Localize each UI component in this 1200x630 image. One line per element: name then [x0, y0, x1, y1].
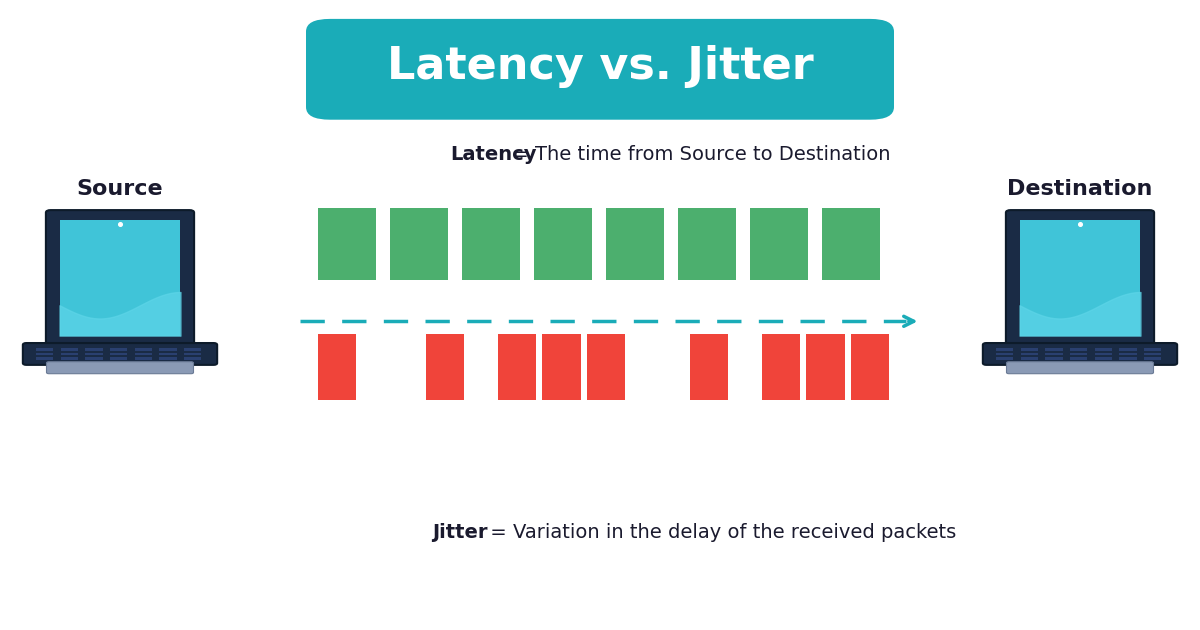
Bar	[36, 348, 53, 351]
Bar	[1021, 353, 1038, 355]
FancyBboxPatch shape	[542, 334, 581, 400]
Bar	[134, 353, 152, 355]
Bar	[160, 357, 176, 360]
FancyBboxPatch shape	[678, 208, 736, 280]
Text: Jitter: Jitter	[432, 523, 487, 542]
Bar	[36, 357, 53, 360]
FancyBboxPatch shape	[46, 210, 194, 348]
Text: Destination: Destination	[1007, 179, 1153, 199]
Text: = The time from Source to Destination: = The time from Source to Destination	[506, 145, 890, 164]
FancyBboxPatch shape	[822, 208, 880, 280]
FancyBboxPatch shape	[318, 208, 376, 280]
Bar	[1045, 357, 1063, 360]
Bar	[184, 357, 202, 360]
FancyBboxPatch shape	[534, 208, 592, 280]
FancyBboxPatch shape	[318, 334, 356, 400]
FancyBboxPatch shape	[983, 343, 1177, 365]
FancyBboxPatch shape	[47, 362, 193, 374]
Bar	[1120, 357, 1136, 360]
Bar	[1120, 353, 1136, 355]
FancyBboxPatch shape	[1006, 210, 1154, 348]
FancyBboxPatch shape	[750, 208, 808, 280]
Bar	[1094, 348, 1112, 351]
Bar	[160, 348, 176, 351]
Bar	[61, 353, 78, 355]
Bar	[1045, 348, 1063, 351]
Bar	[110, 348, 127, 351]
Bar	[1094, 353, 1112, 355]
FancyBboxPatch shape	[498, 334, 536, 400]
Bar	[1021, 357, 1038, 360]
FancyBboxPatch shape	[23, 343, 217, 365]
Bar	[184, 353, 202, 355]
Bar	[996, 357, 1013, 360]
Bar	[1144, 348, 1162, 351]
FancyBboxPatch shape	[1007, 362, 1153, 374]
Bar	[1045, 353, 1063, 355]
Bar	[110, 357, 127, 360]
Bar	[1070, 353, 1087, 355]
FancyBboxPatch shape	[426, 334, 464, 400]
FancyBboxPatch shape	[306, 19, 894, 120]
Bar	[110, 353, 127, 355]
Bar	[1144, 353, 1162, 355]
FancyBboxPatch shape	[690, 334, 728, 400]
Bar	[61, 357, 78, 360]
Bar	[60, 220, 180, 336]
Bar	[1144, 357, 1162, 360]
Bar	[1021, 348, 1038, 351]
Bar	[134, 348, 152, 351]
Bar	[1070, 348, 1087, 351]
FancyBboxPatch shape	[587, 334, 625, 400]
FancyBboxPatch shape	[851, 334, 889, 400]
Bar	[1120, 348, 1136, 351]
FancyBboxPatch shape	[390, 208, 448, 280]
Bar	[85, 357, 103, 360]
Bar	[1020, 220, 1140, 336]
Bar	[36, 353, 53, 355]
Bar	[996, 348, 1013, 351]
Bar	[184, 348, 202, 351]
Bar	[61, 348, 78, 351]
Bar	[85, 348, 103, 351]
Bar	[1094, 357, 1112, 360]
Text: Latency: Latency	[450, 145, 536, 164]
Text: Latency vs. Jitter: Latency vs. Jitter	[386, 45, 814, 88]
Bar	[134, 357, 152, 360]
FancyBboxPatch shape	[462, 208, 520, 280]
Bar	[160, 353, 176, 355]
Text: Source: Source	[77, 179, 163, 199]
Bar	[996, 353, 1013, 355]
Bar	[85, 353, 103, 355]
FancyBboxPatch shape	[606, 208, 664, 280]
Text: = Variation in the delay of the received packets: = Variation in the delay of the received…	[484, 523, 956, 542]
FancyBboxPatch shape	[762, 334, 800, 400]
FancyBboxPatch shape	[806, 334, 845, 400]
Bar	[1070, 357, 1087, 360]
